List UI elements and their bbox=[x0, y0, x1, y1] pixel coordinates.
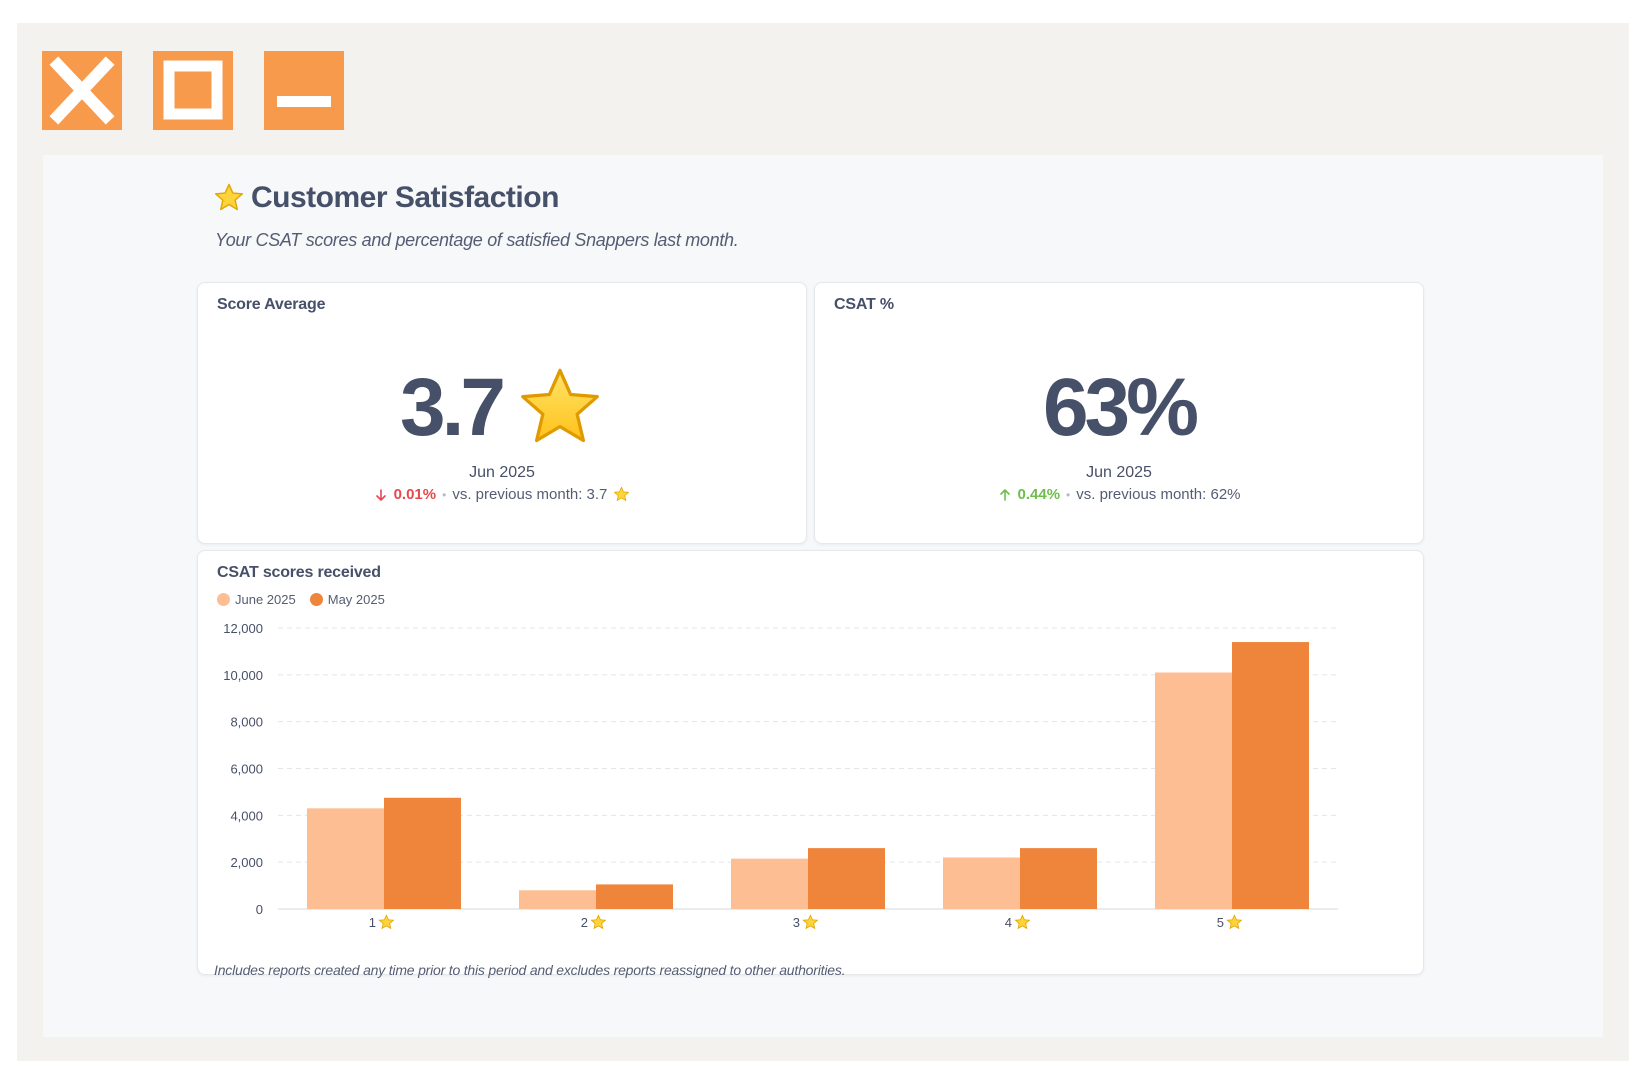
y-tick-label: 6,000 bbox=[230, 762, 263, 777]
close-button[interactable] bbox=[42, 51, 122, 130]
csat-percent-card: CSAT % 63% Jun 2025 0.44% • vs. previous… bbox=[814, 282, 1424, 544]
page-title: Customer Satisfaction bbox=[251, 181, 559, 214]
legend-item-june[interactable]: June 2025 bbox=[217, 592, 296, 607]
legend-label-june: June 2025 bbox=[235, 592, 296, 607]
csat-percent-value: 63% bbox=[1042, 362, 1199, 453]
bar-may-3 bbox=[808, 848, 885, 909]
separator-dot: • bbox=[1066, 487, 1071, 502]
chart-title: CSAT scores received bbox=[217, 564, 381, 581]
x-tick-label: 3 bbox=[793, 915, 800, 930]
bar-june-1 bbox=[307, 808, 384, 909]
dashboard-panel: Customer Satisfaction Your CSAT scores a… bbox=[43, 155, 1603, 1037]
star-icon-shape bbox=[378, 914, 395, 930]
y-tick-label: 4,000 bbox=[230, 808, 263, 823]
bar-chart: 0 2,000 4,000 6,000 8,000 10,000 12,000 1 2 3 4 5 bbox=[223, 621, 1338, 930]
star-icon bbox=[1226, 914, 1243, 930]
bar-june-5 bbox=[1155, 672, 1232, 909]
csat-scores-chart-card: CSAT scores received June 2025 May 2025 … bbox=[197, 550, 1424, 975]
bar-may-2 bbox=[596, 884, 673, 909]
score-average-delta: 0.01% bbox=[393, 486, 437, 503]
bar-june-3 bbox=[731, 858, 808, 909]
x-tick-label: 1 bbox=[369, 915, 376, 930]
minimize-icon bbox=[277, 96, 331, 107]
score-average-value: 3.7 bbox=[400, 362, 506, 453]
star-icon bbox=[214, 183, 244, 211]
csat-percent-comparison: vs. previous month: 62% bbox=[1076, 486, 1241, 503]
legend-swatch-may bbox=[309, 593, 323, 606]
app-window: Customer Satisfaction Your CSAT scores a… bbox=[17, 23, 1629, 1061]
star-icon-shape bbox=[802, 914, 819, 930]
bar-may-1 bbox=[384, 797, 461, 909]
y-tick-label: 0 bbox=[256, 902, 263, 917]
arrow-down-icon bbox=[375, 488, 386, 501]
csat-percent-title: CSAT % bbox=[834, 296, 894, 313]
close-icon bbox=[49, 56, 115, 125]
star-icon-shape bbox=[590, 914, 607, 930]
score-average-delta-row: 0.01% • vs. previous month: 3.7 bbox=[198, 486, 806, 503]
star-icon-shape bbox=[1014, 914, 1031, 930]
legend-label-may: May 2025 bbox=[327, 592, 385, 607]
maximize-button[interactable] bbox=[153, 51, 233, 130]
star-icon bbox=[378, 914, 395, 930]
maximize-icon bbox=[163, 60, 223, 120]
bar-june-2 bbox=[519, 890, 596, 909]
bar-may-4 bbox=[1020, 848, 1097, 909]
x-tick-label: 4 bbox=[1005, 915, 1012, 930]
page-header: Customer Satisfaction bbox=[213, 181, 559, 215]
y-tick-label: 12,000 bbox=[223, 621, 263, 636]
y-tick-label: 8,000 bbox=[230, 715, 263, 730]
csat-percent-period: Jun 2025 bbox=[1086, 464, 1152, 481]
minimize-button[interactable] bbox=[264, 51, 344, 130]
score-average-period: Jun 2025 bbox=[469, 464, 535, 481]
star-icon bbox=[590, 914, 607, 930]
footnote: Includes reports created any time prior … bbox=[214, 962, 846, 978]
score-average-title: Score Average bbox=[217, 296, 326, 313]
csat-percent-delta-row: 0.44% • vs. previous month: 62% bbox=[815, 486, 1423, 503]
bar-may-5 bbox=[1232, 642, 1309, 909]
score-average-comparison: vs. previous month: 3.7 bbox=[452, 486, 608, 503]
score-average-value-row: 3.7 bbox=[198, 363, 806, 453]
star-icon bbox=[521, 368, 599, 443]
y-tick-label: 2,000 bbox=[230, 855, 263, 870]
bar-june-4 bbox=[943, 857, 1020, 909]
y-tick-label: 10,000 bbox=[223, 668, 263, 683]
legend-swatch-june bbox=[217, 593, 230, 606]
x-tick-label: 5 bbox=[1217, 915, 1224, 930]
score-average-card: Score Average 3.7 Jun 2025 bbox=[197, 282, 807, 544]
star-icon bbox=[614, 486, 630, 501]
x-tick-label: 2 bbox=[581, 915, 588, 930]
star-icon-shape bbox=[1226, 914, 1243, 930]
star-icon bbox=[1014, 914, 1031, 930]
arrow-up-icon bbox=[999, 488, 1010, 501]
csat-percent-delta: 0.44% bbox=[1017, 486, 1061, 503]
chart-legend: June 2025 May 2025 bbox=[217, 592, 385, 607]
separator-dot: • bbox=[442, 487, 447, 502]
star-icon bbox=[802, 914, 819, 930]
legend-item-may[interactable]: May 2025 bbox=[309, 592, 385, 607]
csat-percent-value-row: 63% bbox=[815, 363, 1423, 453]
page-subtitle: Your CSAT scores and percentage of satis… bbox=[215, 230, 739, 250]
